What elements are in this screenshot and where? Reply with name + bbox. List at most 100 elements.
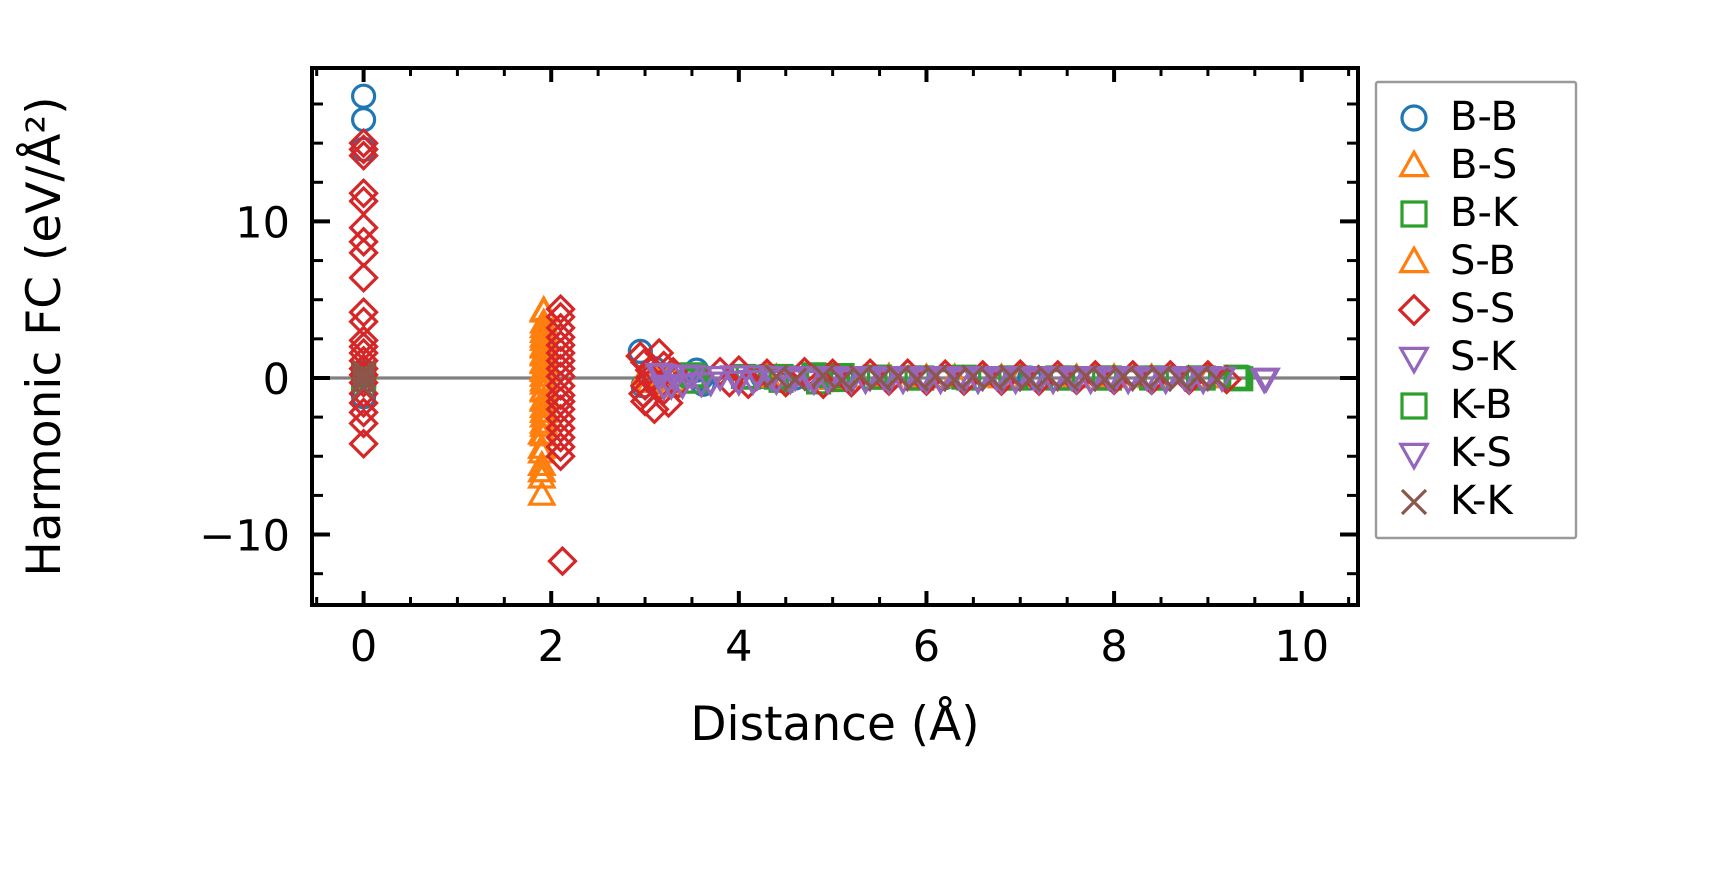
data-point <box>782 367 808 392</box>
data-point <box>1398 244 1430 274</box>
y-tick-label: 0 <box>263 355 290 405</box>
data-point <box>547 545 578 577</box>
data-point <box>348 178 379 209</box>
axes-frame <box>310 66 1360 607</box>
data-point <box>350 107 377 133</box>
data-point <box>1400 392 1428 420</box>
data-point <box>1073 363 1099 389</box>
legend-label: K-S <box>1450 430 1512 476</box>
data-point <box>998 363 1024 389</box>
data-point <box>904 367 930 392</box>
legend-item-k-b[interactable]: K-B <box>1400 382 1512 428</box>
data-point <box>348 134 379 165</box>
data-point <box>705 366 735 393</box>
data-point <box>829 368 855 393</box>
x-tick-label: 10 <box>1274 622 1329 672</box>
data-point <box>1205 367 1230 392</box>
data-point <box>348 296 379 328</box>
legend-item-b-b[interactable]: B-B <box>1400 94 1518 140</box>
data-point <box>545 441 576 472</box>
legend-label: K-B <box>1450 382 1512 428</box>
series-b-s <box>526 294 1129 506</box>
data-point <box>1148 363 1174 389</box>
axis-labels: Distance (Å) Harmonic FC (eV/Å²) <box>17 96 980 752</box>
data-point <box>545 379 576 411</box>
data-point <box>794 366 825 393</box>
data-point <box>348 306 379 337</box>
data-point <box>780 366 810 393</box>
x-axis-label: Distance (Å) <box>690 697 979 752</box>
data-point <box>545 422 576 453</box>
data-point <box>348 262 379 294</box>
legend-label: B-S <box>1450 142 1517 188</box>
data-point <box>545 431 576 463</box>
data-point <box>980 367 1005 392</box>
data-point <box>545 322 576 353</box>
x-tick-label: 4 <box>725 622 752 672</box>
data-point <box>627 338 653 364</box>
legend-item-s-k[interactable]: S-K <box>1398 334 1518 380</box>
data-point <box>799 369 829 397</box>
y-axis-label: Harmonic FC (eV/Å²) <box>17 96 72 576</box>
legend: B-BB-SB-KS-BS-SS-KK-BK-SK-K <box>1374 80 1578 540</box>
legend-label: S-S <box>1450 286 1515 332</box>
data-point <box>1398 346 1430 376</box>
legend-item-s-b[interactable]: S-B <box>1398 238 1516 284</box>
data-point <box>811 363 836 388</box>
data-point <box>656 374 687 401</box>
legend-item-b-s[interactable]: B-S <box>1398 142 1517 188</box>
data-point <box>1397 293 1431 327</box>
data-point <box>526 462 557 489</box>
data-point <box>1055 367 1080 392</box>
legend-box <box>1374 80 1578 540</box>
data-point <box>719 365 749 392</box>
data-point <box>695 371 726 398</box>
data-point <box>348 127 379 159</box>
data-point <box>545 370 576 402</box>
data-series-group <box>348 83 1281 577</box>
data-point <box>351 364 376 389</box>
data-point <box>1211 364 1242 395</box>
data-point <box>526 456 557 483</box>
data-point <box>1400 104 1428 132</box>
data-point <box>351 368 376 394</box>
data-point <box>348 140 379 171</box>
legend-item-b-k[interactable]: B-K <box>1400 190 1520 236</box>
legend-item-s-s[interactable]: S-S <box>1397 286 1515 332</box>
data-point <box>348 408 379 439</box>
series-s-s <box>348 127 1242 577</box>
data-point <box>348 428 379 459</box>
data-point <box>1017 367 1042 392</box>
data-point <box>942 367 967 392</box>
data-point <box>1398 148 1430 178</box>
axis-ticks: 0 2 4 6 8 10 10 0 −10 <box>199 68 1358 672</box>
legend-label: B-K <box>1450 190 1520 236</box>
data-point <box>1251 367 1281 394</box>
legend-label: B-B <box>1450 94 1518 140</box>
y-tick-label: 10 <box>235 198 290 248</box>
series-b-b <box>350 83 1043 410</box>
data-point <box>526 479 557 506</box>
legend-label: K-K <box>1450 478 1514 524</box>
data-point <box>1130 367 1155 392</box>
legend-item-k-s[interactable]: K-S <box>1398 430 1512 476</box>
data-point <box>738 369 768 397</box>
data-point <box>348 337 379 369</box>
x-tick-label: 0 <box>350 622 377 672</box>
data-point <box>351 375 376 400</box>
x-tick-label: 2 <box>538 622 565 672</box>
data-point <box>545 329 576 361</box>
legend-item-k-k[interactable]: K-K <box>1400 478 1514 524</box>
data-point <box>526 449 557 477</box>
series-k-k <box>351 359 1230 400</box>
x-tick-label: 6 <box>913 622 940 672</box>
data-point <box>348 185 379 217</box>
data-point <box>348 387 379 419</box>
data-point <box>629 347 661 378</box>
legend-label: S-B <box>1450 238 1516 284</box>
data-point <box>1400 200 1428 228</box>
data-point <box>350 83 377 109</box>
data-point <box>1092 367 1117 392</box>
